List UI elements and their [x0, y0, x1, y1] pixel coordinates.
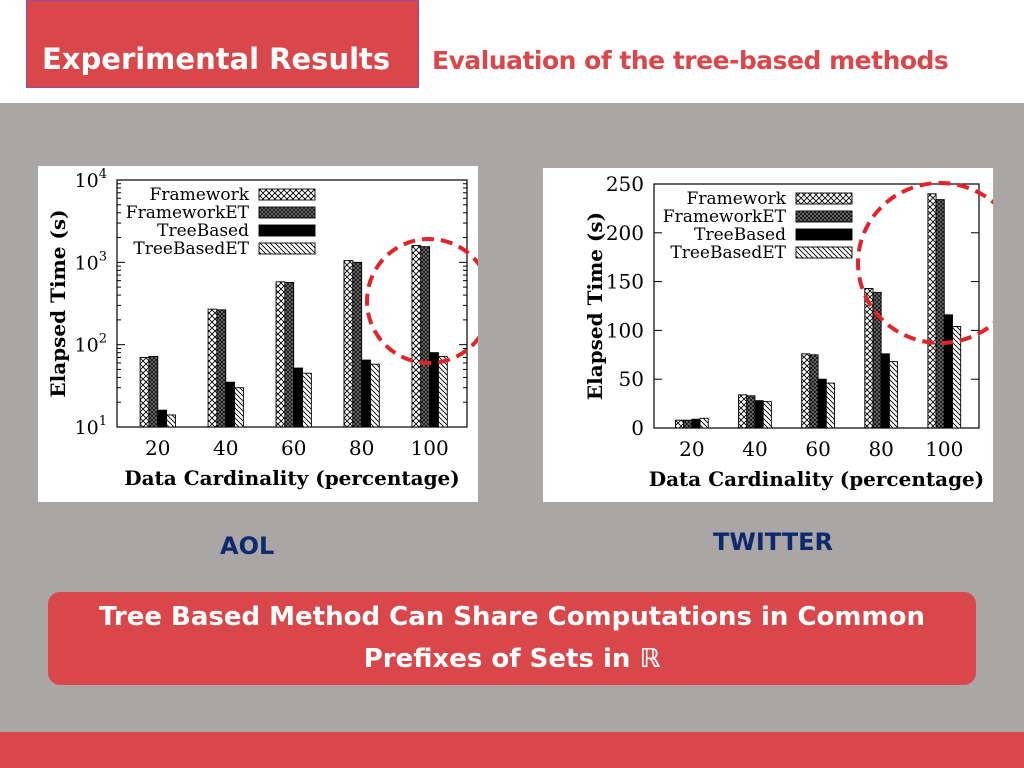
bar-framework-80: [343, 260, 354, 428]
bar-frameworket-80: [352, 261, 363, 428]
bar-frameworket-100: [935, 199, 945, 429]
bar-frameworket-40: [746, 395, 756, 429]
bar-treebased-60: [817, 378, 827, 429]
page-title: Experimental Results: [42, 42, 391, 76]
x-tick-label: 100: [411, 436, 449, 460]
twitter-chart-panel: 0 50 100 150 200 250 20 40 60 80 100 Data Cardinali…: [543, 168, 1024, 502]
bar-treebasedet-60: [302, 372, 312, 428]
legend-swatch: [258, 188, 316, 201]
x-tick-label: 40: [213, 436, 238, 460]
bar-treebased-20: [157, 409, 168, 428]
legend-label: Framework: [687, 189, 787, 209]
bar-treebased-60: [293, 367, 303, 428]
bar-frameworket-20: [683, 419, 693, 429]
bar-frameworket-20: [148, 355, 159, 428]
bar-treebasedet-20: [699, 417, 709, 429]
x-tick-label: 20: [145, 436, 170, 460]
y-tick-label: 200: [606, 221, 644, 245]
legend-label: TreeBased: [157, 221, 249, 241]
legend-swatch: [795, 210, 853, 223]
y-tick-label: 50: [619, 367, 644, 391]
aol-chart-panel: 101 102 103 104 20 40 60 80 100 Data Cardinality …: [38, 166, 493, 502]
bar-treebased-40: [225, 381, 236, 428]
bar-treebasedet-80: [888, 361, 899, 429]
bar-frameworket-60: [809, 354, 819, 429]
bar-frameworket-100: [420, 246, 431, 428]
y-tick-label: 250: [606, 172, 644, 196]
bar-framework-100: [411, 245, 422, 428]
legend-swatch: [795, 192, 853, 205]
legend-swatch: [258, 206, 316, 219]
aol-caption: AOL: [220, 532, 275, 560]
title-box: [26, 0, 419, 88]
bar-frameworket-40: [216, 309, 227, 428]
bar-framework-60: [275, 281, 286, 428]
legend-label: FrameworkET: [126, 203, 250, 223]
x-tick-label: 100: [925, 437, 963, 461]
twitter-chart: 0 50 100 150 200 250 20 40 60 80 100 Data Cardinali…: [583, 172, 1024, 491]
bar-framework-20: [139, 356, 150, 428]
bar-framework-100: [927, 193, 937, 429]
bar-treebasedet-40: [234, 387, 244, 428]
x-tick-label: 60: [281, 436, 306, 460]
x-tick-label: 60: [805, 437, 830, 461]
legend-swatch: [795, 228, 853, 241]
legend-swatch: [795, 246, 853, 259]
bar-treebasedet-20: [166, 414, 176, 428]
y-tick-label: 103: [75, 249, 107, 274]
x-axis-label: Data Cardinality (percentage): [124, 466, 460, 490]
bar-treebasedet-100: [952, 326, 962, 429]
bar-treebasedet-40: [762, 401, 772, 429]
y-tick-label: 101: [75, 414, 107, 439]
bar-treebased-40: [754, 400, 764, 429]
y-tick-label: 150: [606, 270, 644, 294]
bar-treebasedet-100: [438, 355, 448, 428]
bar-frameworket-60: [284, 281, 295, 428]
x-axis-label: Data Cardinality (percentage): [649, 467, 985, 491]
twitter-caption: TWITTER: [713, 528, 833, 556]
legend-label: FrameworkET: [663, 207, 787, 227]
bar-treebased-100: [943, 314, 953, 429]
footer-bar: [0, 732, 1024, 768]
legend-label: TreeBasedET: [133, 239, 249, 259]
legend-label: Framework: [150, 185, 250, 205]
y-tick-label: 102: [75, 332, 107, 357]
legend-swatch: [258, 224, 316, 237]
x-tick-label: 80: [349, 436, 374, 460]
legend-label: TreeBasedET: [670, 243, 786, 263]
bar-framework-40: [207, 308, 218, 428]
aol-chart: 101 102 103 104 20 40 60 80 100 Data Cardinality …: [46, 167, 493, 490]
bar-treebasedet-80: [370, 363, 380, 428]
x-tick-label: 80: [868, 437, 893, 461]
bar-framework-60: [801, 353, 811, 429]
y-axis-label: Elapsed Time (s): [46, 209, 70, 397]
bar-treebased-20: [691, 418, 701, 429]
bar-framework-80: [864, 287, 874, 429]
legend-label: TreeBased: [694, 225, 786, 245]
x-tick-label: 20: [679, 437, 704, 461]
bar-treebased-80: [361, 359, 371, 428]
y-tick-label: 100: [606, 318, 644, 342]
x-tick-label: 40: [742, 437, 767, 461]
page-subtitle: Evaluation of the tree-based methods: [432, 46, 949, 75]
y-axis-label: Elapsed Time (s): [583, 212, 607, 400]
legend-swatch: [258, 242, 316, 255]
bar-treebased-80: [880, 353, 890, 429]
conclusion-callout: Tree Based Method Can Share Computations…: [48, 592, 976, 685]
bar-framework-40: [738, 394, 748, 429]
bar-framework-20: [675, 419, 685, 429]
bar-treebasedet-60: [825, 382, 835, 429]
y-tick-label: 104: [75, 167, 107, 192]
y-tick-label: 0: [631, 416, 644, 440]
